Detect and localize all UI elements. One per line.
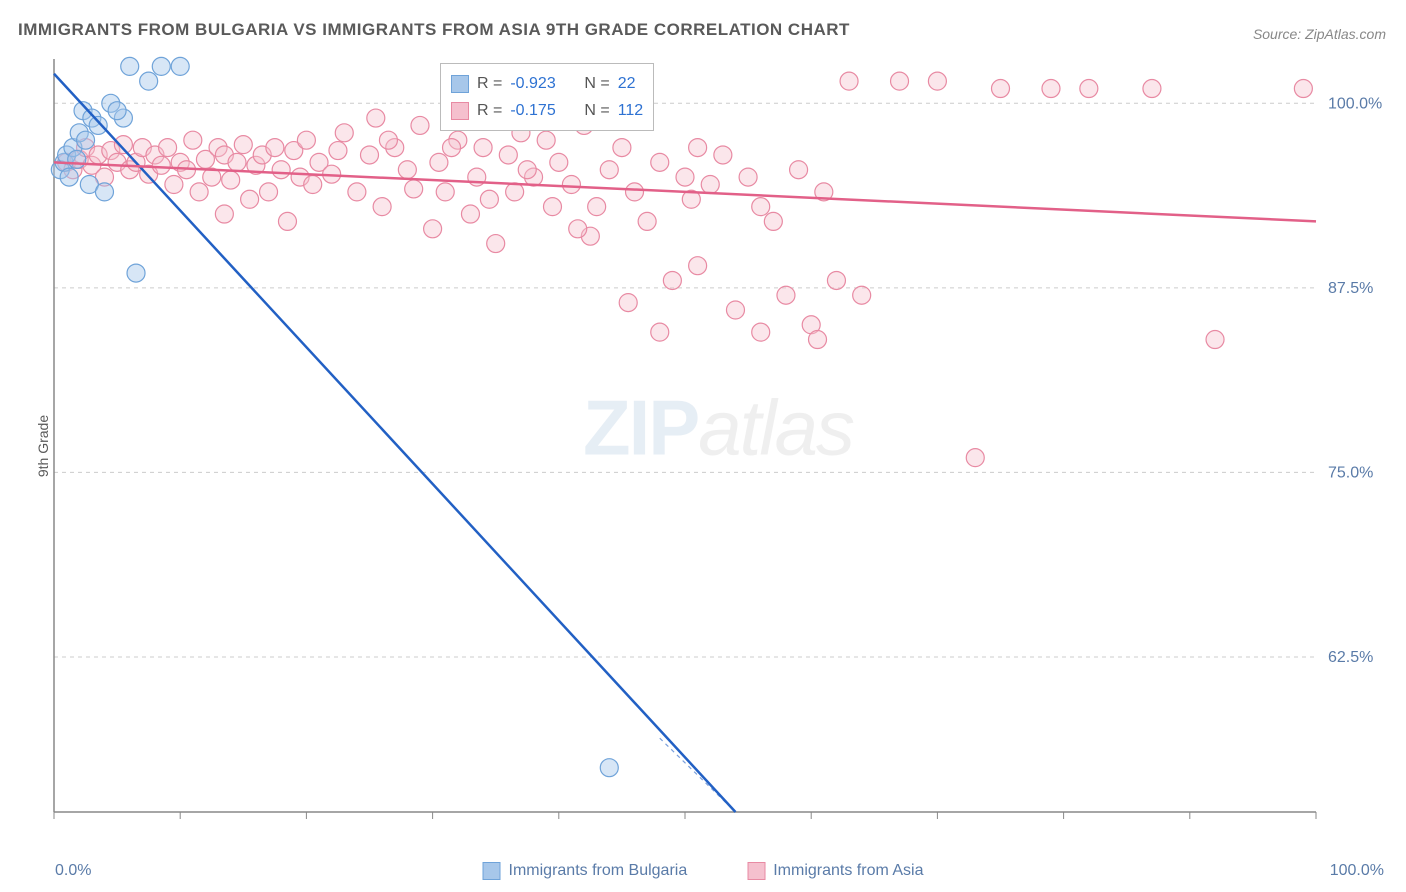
r-value: -0.923 — [510, 70, 566, 97]
legend-label: Immigrants from Asia — [773, 862, 923, 880]
legend-item: Immigrants from Asia — [747, 862, 923, 880]
stat-row-asia: R = -0.175 N = 112 — [451, 97, 643, 124]
legend-item: Immigrants from Bulgaria — [483, 862, 688, 880]
n-value: 112 — [618, 97, 644, 124]
source-credit: Source: ZipAtlas.com — [1253, 26, 1386, 42]
n-label: N = — [584, 70, 609, 97]
svg-text:100.0%: 100.0% — [1328, 95, 1382, 112]
r-value: -0.175 — [510, 97, 566, 124]
plot-area: 62.5%75.0%87.5%100.0% R = -0.923N = 22R … — [50, 55, 1386, 832]
svg-text:75.0%: 75.0% — [1328, 464, 1373, 481]
legend-label: Immigrants from Bulgaria — [509, 862, 688, 880]
r-label: R = — [477, 97, 502, 124]
chart-container: IMMIGRANTS FROM BULGARIA VS IMMIGRANTS F… — [0, 0, 1406, 892]
x-axis-min-label: 0.0% — [55, 862, 91, 880]
stat-row-bulgaria: R = -0.923 N = 22 — [451, 70, 643, 97]
swatch-asia — [451, 102, 469, 120]
scatter-plot-svg: 62.5% 75.0% 87.5% 100.0% — [50, 55, 1386, 832]
legend-swatch — [483, 862, 501, 880]
y-axis-label: 9th Grade — [35, 415, 51, 477]
n-value: 22 — [618, 70, 636, 97]
svg-text:62.5%: 62.5% — [1328, 649, 1373, 666]
swatch-bulgaria — [451, 75, 469, 93]
legend: Immigrants from Bulgaria Immigrants from … — [483, 862, 924, 880]
legend-swatch — [747, 862, 765, 880]
r-label: R = — [477, 70, 502, 97]
n-label: N = — [584, 97, 609, 124]
x-axis-max-label: 100.0% — [1330, 862, 1384, 880]
chart-title: IMMIGRANTS FROM BULGARIA VS IMMIGRANTS F… — [18, 20, 850, 40]
correlation-stats-box: R = -0.923 N = 22 R = -0.175 N = 112 — [440, 63, 654, 131]
svg-text:87.5%: 87.5% — [1328, 280, 1373, 297]
